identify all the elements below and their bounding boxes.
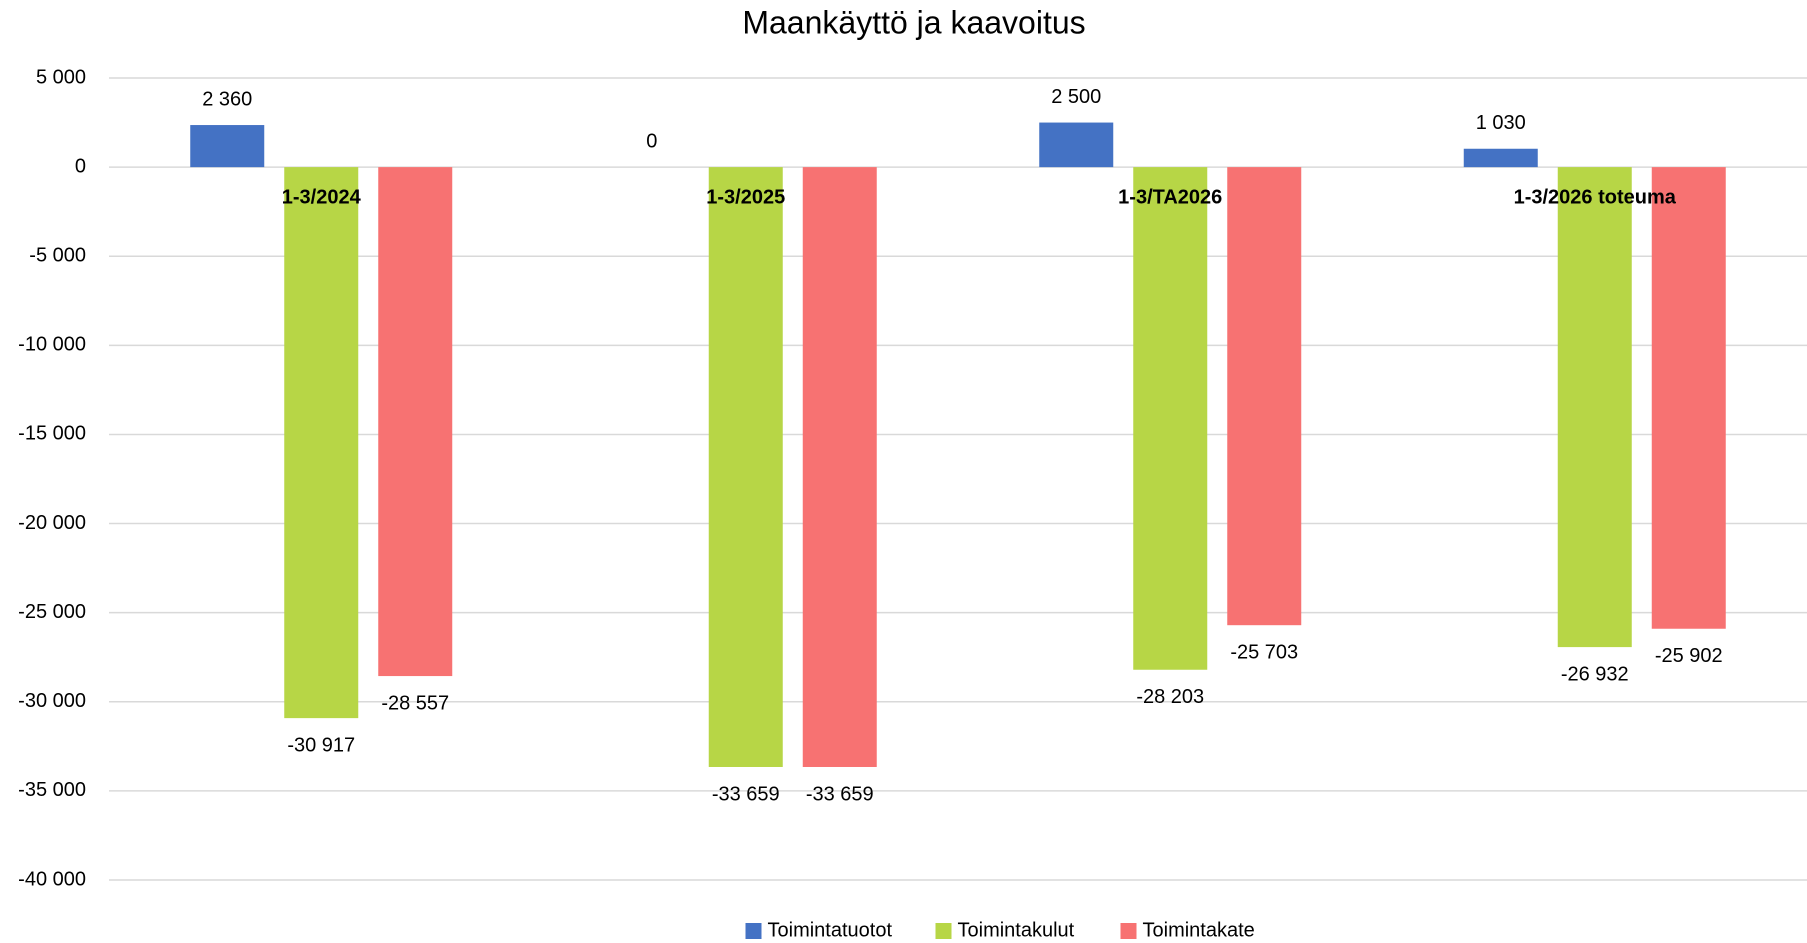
- legend-label: Toimintakate: [1143, 919, 1255, 941]
- value-label: -25 703: [1230, 641, 1298, 663]
- legend-swatch: [935, 923, 952, 939]
- value-label: 0: [646, 130, 657, 152]
- value-label: -28 557: [381, 692, 449, 714]
- legend-label: Toimintakulut: [958, 919, 1075, 941]
- bar: [1039, 122, 1114, 168]
- bar: [802, 167, 877, 767]
- chart-title: Maankäyttö ja kaavoitus: [742, 4, 1085, 40]
- y-tick-label: 0: [75, 155, 86, 177]
- y-tick-label: -35 000: [18, 779, 86, 801]
- bar: [708, 167, 783, 767]
- bar: [378, 167, 453, 677]
- bar: [1133, 167, 1208, 670]
- bar: [190, 125, 265, 168]
- bar: [284, 167, 359, 719]
- bar: [1463, 148, 1538, 168]
- value-label: 2 360: [202, 88, 252, 110]
- bar: [1227, 167, 1302, 626]
- x-tick-label: 1-3/TA2026: [1118, 186, 1222, 208]
- y-tick-label: -40 000: [18, 868, 86, 890]
- legend-label: Toimintatuotot: [768, 919, 893, 941]
- value-label: -25 902: [1655, 645, 1723, 667]
- y-tick-label: 5 000: [36, 66, 86, 88]
- x-tick-label: 1-3/2024: [282, 186, 362, 208]
- value-label: 2 500: [1051, 86, 1101, 108]
- y-tick-label: -25 000: [18, 601, 86, 623]
- y-tick-label: -15 000: [18, 423, 86, 445]
- legend-swatch: [1120, 923, 1137, 939]
- bar: [1651, 167, 1726, 629]
- value-label: -33 659: [712, 783, 780, 805]
- value-label: -28 203: [1136, 686, 1204, 708]
- y-tick-label: -10 000: [18, 334, 86, 356]
- legend-swatch: [745, 923, 762, 939]
- bar: [1557, 167, 1632, 648]
- y-tick-label: -20 000: [18, 512, 86, 534]
- y-tick-label: -5 000: [29, 245, 86, 267]
- x-tick-label: 1-3/2025: [706, 186, 785, 208]
- x-tick-label: 1-3/2026 toteuma: [1514, 186, 1677, 208]
- value-label: -33 659: [806, 783, 874, 805]
- value-label: -30 917: [287, 734, 355, 756]
- y-tick-label: -30 000: [18, 690, 86, 712]
- value-label: -26 932: [1561, 663, 1629, 685]
- value-label: 1 030: [1476, 112, 1526, 134]
